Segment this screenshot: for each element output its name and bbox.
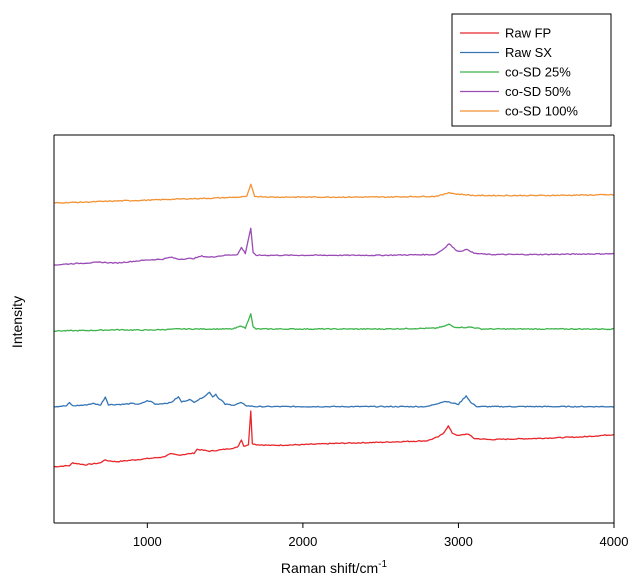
plot-area: 1000 2000 3000 4000: [53, 134, 629, 549]
legend-label-co-sd-100-: co-SD 100%: [505, 104, 578, 119]
legend-entries: Raw FP Raw SX co-SD 25% co-SD 50% co-SD 100%: [460, 26, 578, 119]
series-line-co-sd-25-: [53, 313, 615, 333]
x-tick-label-2000: 2000: [288, 534, 317, 549]
x-tick-label-4000: 4000: [600, 534, 629, 549]
x-axis-label: Raman shift/cm-1: [281, 559, 388, 576]
series-line-co-sd-50-: [53, 227, 615, 266]
series-layer: [53, 183, 615, 468]
series-line-raw-fp: [53, 410, 615, 468]
legend: Raw FP Raw SX co-SD 25% co-SD 50% co-SD 100%: [451, 13, 612, 127]
legend-label-co-sd-25-: co-SD 25%: [505, 65, 571, 80]
series-line-raw-sx: [53, 391, 615, 408]
legend-label-co-sd-50-: co-SD 50%: [505, 84, 571, 99]
legend-label-raw-fp: Raw FP: [505, 26, 551, 41]
x-axis-label-superscript: -1: [378, 559, 387, 570]
x-tick-label-3000: 3000: [444, 534, 473, 549]
series-line-co-sd-100-: [53, 183, 615, 204]
axes: 1000 2000 3000 4000: [53, 134, 629, 549]
x-tick-label-1000: 1000: [133, 534, 162, 549]
x-axis-label-text: Raman shift/cm: [281, 560, 378, 576]
legend-label-raw-sx: Raw SX: [505, 45, 552, 60]
x-ticks: 1000 2000 3000 4000: [133, 523, 629, 549]
y-axis-label: Intensity: [9, 296, 25, 348]
